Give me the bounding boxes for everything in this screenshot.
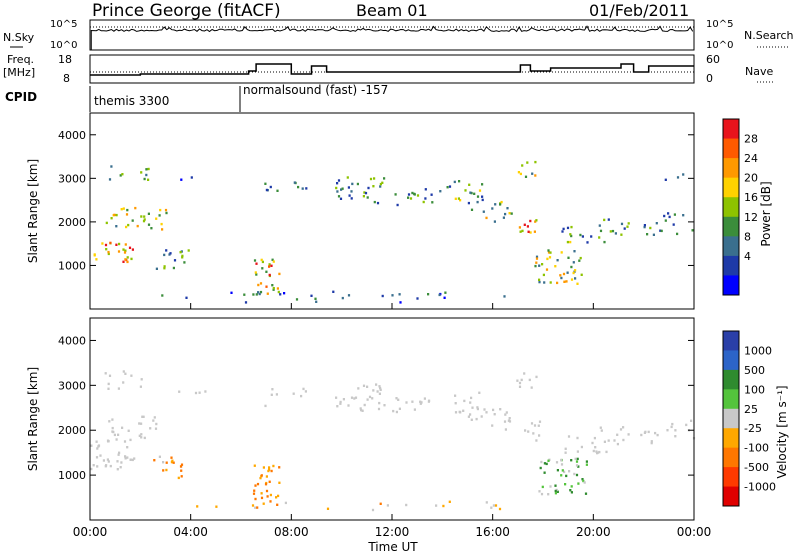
x-tick-label: 00:00 bbox=[73, 525, 108, 539]
freq-panel-frame bbox=[89, 54, 695, 84]
date-title: 01/Feb/2011 bbox=[589, 1, 689, 20]
beam-title: Beam 01 bbox=[356, 1, 428, 20]
colorbar-tick-label: 20 bbox=[744, 172, 758, 185]
colorbar-segment bbox=[723, 275, 739, 296]
colorbar-segment bbox=[723, 408, 739, 429]
noise-left-tick-top: 10^5 bbox=[50, 19, 77, 30]
colorbar-tick-label: 4 bbox=[744, 250, 751, 263]
y-tick-label: 3000 bbox=[58, 172, 86, 185]
freq-left-tick-top: 18 bbox=[58, 53, 72, 66]
cpid-segment-1: themis 3300 bbox=[94, 94, 169, 108]
time-x-axis: 00:00 04:00 08:00 12:00 16:00 20:00 00:00 bbox=[73, 303, 712, 539]
noise-panel-frame bbox=[89, 19, 695, 51]
sky-noise-trace bbox=[90, 25, 694, 50]
freq-right-tick-top: 60 bbox=[706, 53, 720, 66]
noise-left-tick-bottom: 10^0 bbox=[50, 40, 77, 51]
noise-right-label: N.Search bbox=[744, 29, 794, 42]
power-y-label: Slant Range [km] bbox=[26, 159, 40, 263]
colorbar-tick-label: 24 bbox=[744, 152, 758, 165]
x-tick-label: 16:00 bbox=[475, 525, 510, 539]
y-tick-label: 3000 bbox=[58, 379, 86, 392]
colorbar-tick-label: 25 bbox=[744, 403, 758, 416]
y-tick-label: 4000 bbox=[58, 129, 86, 142]
x-tick-label: 20:00 bbox=[576, 525, 611, 539]
freq-traces bbox=[90, 63, 694, 76]
freq-left-label-1: Freq. bbox=[7, 53, 34, 66]
frequency-trace bbox=[90, 63, 694, 76]
noise-traces bbox=[90, 25, 694, 50]
colorbar-segment bbox=[723, 350, 739, 371]
colorbar-tick-label: 8 bbox=[744, 230, 751, 243]
colorbar-segment bbox=[723, 467, 739, 488]
colorbar-segment bbox=[723, 158, 739, 179]
colorbar-segment bbox=[723, 216, 739, 237]
colorbar-segment bbox=[723, 255, 739, 276]
freq-right-tick-bottom: 0 bbox=[706, 72, 713, 85]
y-tick-label: 1000 bbox=[58, 469, 86, 482]
colorbar-segment bbox=[723, 486, 739, 507]
y-tick-label: 1000 bbox=[58, 259, 86, 272]
colorbar-segment bbox=[723, 389, 739, 410]
colorbar-frame bbox=[722, 330, 740, 507]
velocity-y-label: Slant Range [km] bbox=[26, 367, 40, 471]
noise-right-tick-top: 10^5 bbox=[706, 19, 733, 30]
colorbar-segment bbox=[723, 331, 739, 351]
colorbar-segment bbox=[723, 369, 739, 390]
colorbar-tick-label: -500 bbox=[744, 461, 769, 474]
power-y-axis: 1000 2000 3000 4000 bbox=[58, 129, 694, 272]
colorbar-tick-label: 16 bbox=[744, 191, 758, 204]
colorbar-frame bbox=[722, 118, 740, 296]
freq-left-tick-bottom: 8 bbox=[63, 72, 70, 85]
station-title: Prince George (fitACF) bbox=[92, 1, 281, 21]
colorbar-segment bbox=[723, 447, 739, 468]
freq-left-label-2: [MHz] bbox=[3, 66, 35, 79]
y-tick-label: 4000 bbox=[58, 334, 86, 347]
colorbar-tick-label: -1000 bbox=[744, 481, 776, 494]
cpid-segment-2: normalsound (fast) -157 bbox=[243, 83, 388, 97]
velocity-data bbox=[90, 370, 696, 512]
colorbar-segment bbox=[723, 428, 739, 449]
power-colorbar: 28 24 20 16 12 8 4 bbox=[722, 118, 758, 296]
x-tick-label: 12:00 bbox=[375, 525, 410, 539]
colorbar-tick-label: 12 bbox=[744, 211, 758, 224]
colorbar-segment bbox=[723, 236, 739, 257]
colorbar-tick-label: -25 bbox=[744, 422, 762, 435]
y-tick-label: 2000 bbox=[58, 424, 86, 437]
cpid-label: CPID bbox=[5, 90, 37, 104]
colorbar-segment bbox=[723, 138, 739, 159]
colorbar-segment bbox=[723, 177, 739, 198]
power-data bbox=[93, 160, 694, 304]
colorbar-tick-label: -100 bbox=[744, 442, 769, 455]
time-x-label: Time UT bbox=[367, 540, 418, 554]
power-colorbar-label: Power [dB] bbox=[759, 181, 773, 246]
colorbar-tick-label: 28 bbox=[744, 133, 758, 146]
velocity-colorbar-label: Velocity [m s⁻¹] bbox=[775, 385, 789, 478]
noise-left-label: N.Sky bbox=[3, 31, 35, 44]
colorbar-tick-label: 500 bbox=[744, 364, 765, 377]
colorbar-tick-label: 1000 bbox=[744, 344, 772, 357]
velocity-y-axis: 1000 2000 3000 4000 bbox=[58, 334, 694, 482]
noise-right-tick-bottom: 10^0 bbox=[706, 40, 733, 51]
x-tick-label: 04:00 bbox=[173, 525, 208, 539]
colorbar-segment bbox=[723, 119, 739, 140]
freq-right-label: Nave bbox=[745, 65, 773, 78]
x-tick-label: 00:00 bbox=[677, 525, 712, 539]
power-panel-bg bbox=[90, 113, 694, 309]
x-tick-label: 08:00 bbox=[274, 525, 309, 539]
velocity-panel-bg bbox=[90, 318, 694, 520]
y-tick-label: 2000 bbox=[58, 216, 86, 229]
colorbar-tick-label: 100 bbox=[744, 383, 765, 396]
colorbar-segment bbox=[723, 197, 739, 218]
velocity-colorbar: 1000 500 100 25 -25 -100 -500 -1000 bbox=[722, 330, 776, 507]
